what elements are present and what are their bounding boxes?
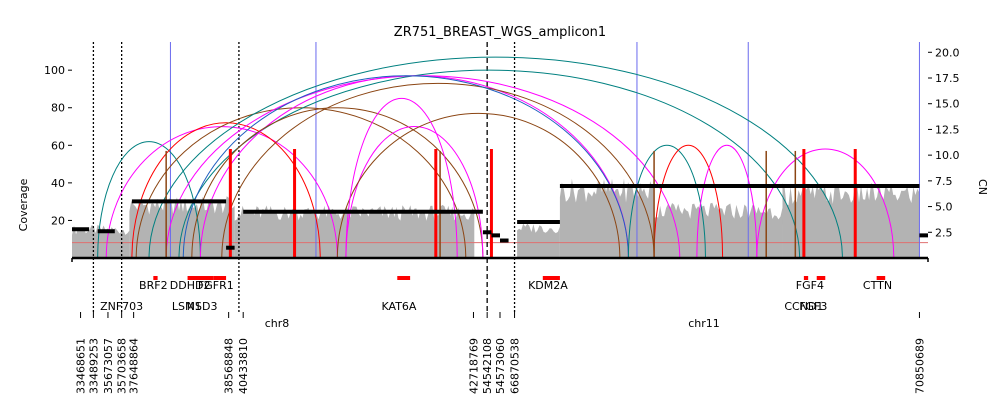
sv-arc (336, 112, 621, 259)
sv-arc (191, 107, 484, 259)
position-labels: 33468651 33489253 35673057 3570365837648864… (75, 312, 926, 394)
cn-tick-label: 12.5 (935, 123, 960, 136)
coverage-segment (559, 178, 655, 258)
cn-tick-label: 17.5 (935, 72, 960, 85)
coverage-tick-label: 80 (51, 102, 65, 115)
gene-label: DDHD2 (170, 279, 211, 292)
coverage-tick-label: 20 (51, 214, 65, 227)
sv-arc (696, 144, 758, 259)
cn-tick-label: 10.0 (935, 149, 960, 162)
gene-label: CCND1 (784, 300, 823, 313)
sv-arc (135, 107, 467, 259)
coverage-segment (654, 202, 783, 258)
cn-tick-label: 20.0 (935, 46, 960, 59)
cn-tick-label: 2.5 (935, 226, 953, 239)
sv-arc (627, 144, 706, 259)
position-label: 37648864 (128, 338, 141, 394)
coverage-segment (782, 182, 920, 258)
chromosome-label-chr11: chr11 (688, 317, 720, 330)
cn-tick-label: 15.0 (935, 98, 960, 111)
axes: 20 40 60 80 100 2.5 5.0 7.5 10.0 12.5 15.0 17.5 20.0 (44, 46, 960, 262)
gene-label: FGF3 (799, 300, 827, 313)
y-axis-label-coverage: Coverage (17, 178, 30, 231)
copy-number-segments (72, 184, 928, 250)
structural-variant-arcs (97, 56, 895, 259)
sv-arc (756, 148, 895, 259)
position-label: 35673057 (102, 338, 115, 394)
gene-marker (876, 276, 886, 280)
gene-marker (803, 276, 809, 280)
gene-label: ZNF703 (100, 300, 143, 313)
gene-label: KDM2A (528, 279, 568, 292)
coverage-segment (72, 224, 130, 258)
cn-tick-label: 5.0 (935, 201, 953, 214)
chart-title: ZR751_BREAST_WGS_amplicon1 (394, 25, 606, 40)
position-label: 38568848 (223, 338, 236, 394)
gene-marker (816, 276, 826, 280)
position-label: 54573060 (494, 338, 507, 394)
position-label: 33489253 (87, 338, 100, 394)
coverage-segment (129, 196, 235, 258)
gene-marker (397, 276, 411, 280)
coverage-tick-label: 100 (44, 64, 65, 77)
coverage-segment (517, 223, 560, 258)
gene-label: CTTN (863, 279, 892, 292)
sv-arc (131, 122, 321, 259)
position-label: 70850689 (913, 338, 926, 394)
gene-marker (187, 276, 214, 280)
position-label: 40433810 (237, 338, 250, 394)
sv-arc (345, 126, 484, 259)
sv-arc (221, 82, 655, 259)
gene-label: NSD3 (187, 300, 218, 313)
chromosome-label-chr8: chr8 (265, 317, 290, 330)
gene-label: FGFR1 (198, 279, 234, 292)
position-label: 54542108 (481, 338, 494, 394)
sv-arc (182, 75, 629, 259)
sv-arc (345, 97, 458, 259)
gene-label: KAT6A (382, 300, 417, 313)
gene-marker (213, 276, 227, 280)
y-axis-label-cn: CN (976, 179, 989, 195)
gene-label: LSM1 (172, 300, 202, 313)
reference-lines (72, 42, 928, 312)
sv-arc (653, 144, 724, 259)
cn-tick-label: 7.5 (935, 175, 953, 188)
sv-arc (178, 69, 801, 259)
position-label: 42718769 (467, 338, 480, 394)
gene-label: BRF2 (139, 279, 168, 292)
position-label: 66870538 (509, 338, 522, 394)
gene-marker (153, 276, 158, 280)
sv-arc (148, 56, 843, 259)
gene-label: FGF4 (796, 279, 824, 292)
coverage-tick-label: 40 (51, 177, 65, 190)
position-label: 35703658 (116, 338, 129, 394)
coverage-tick-label: 60 (51, 139, 65, 152)
sv-arc (97, 141, 201, 259)
position-label: 33468651 (75, 338, 88, 394)
gene-marker (542, 276, 560, 280)
